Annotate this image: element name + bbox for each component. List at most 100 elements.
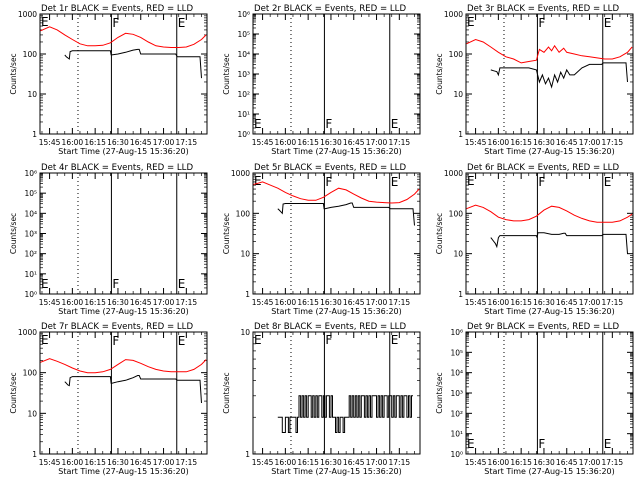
plot-frame bbox=[465, 13, 634, 135]
plot-frame bbox=[39, 331, 208, 455]
x-tick-label: 17:00 bbox=[153, 138, 175, 147]
x-tick-label: 16:15 bbox=[297, 138, 319, 147]
x-tick-label: 17:15 bbox=[389, 458, 411, 467]
y-tick-label: 10⁶ bbox=[237, 10, 250, 19]
x-tick-label: 16:30 bbox=[320, 138, 342, 147]
plot-frame bbox=[252, 331, 421, 455]
y-tick-label: 100 bbox=[449, 50, 464, 59]
panel-title: Det 9r BLACK = Events, RED = LLD bbox=[467, 322, 619, 332]
y-tick-label: 10 bbox=[453, 90, 463, 99]
y-tick-label: 10¹ bbox=[24, 270, 37, 279]
series-lld-line bbox=[40, 26, 207, 48]
x-tick-label: 16:15 bbox=[84, 138, 106, 147]
x-tick-label: 16:45 bbox=[343, 458, 365, 467]
event-label-start: E bbox=[467, 437, 475, 451]
y-tick-label: 10 bbox=[27, 409, 37, 418]
x-tick-label: 16:15 bbox=[84, 458, 106, 467]
panel-det-9r: Det 9r BLACK = Events, RED = LLD 10⁰ 10¹ 10… bbox=[435, 322, 634, 476]
x-tick-label: 17:15 bbox=[602, 298, 624, 307]
y-tick-label: 100 bbox=[23, 50, 38, 59]
event-label-end: E bbox=[178, 334, 186, 348]
x-tick-label: 15:45 bbox=[465, 298, 487, 307]
event-label-start: E bbox=[254, 117, 262, 131]
x-tick-label: 16:45 bbox=[130, 138, 152, 147]
plot-frame bbox=[39, 13, 208, 135]
y-tick-label: 1000 bbox=[18, 328, 37, 337]
y-tick-label: 10⁰ bbox=[450, 450, 463, 459]
y-tick-label: 1 bbox=[32, 450, 37, 459]
y-tick-label: 10³ bbox=[237, 70, 250, 79]
x-tick-label: 17:15 bbox=[602, 138, 624, 147]
x-tick-label: 16:15 bbox=[510, 458, 532, 467]
x-tick-label: 15:45 bbox=[252, 298, 274, 307]
event-label-flare: F bbox=[112, 16, 119, 30]
x-tick-label: 17:00 bbox=[579, 458, 601, 467]
event-label-flare: F bbox=[325, 117, 332, 131]
x-tick-label: 16:45 bbox=[343, 138, 365, 147]
x-tick-label: 15:45 bbox=[252, 138, 274, 147]
y-axis-label: Counts/sec bbox=[9, 213, 18, 254]
panel-det-7r: Det 7r BLACK = Events, RED = LLD 1 10 100 10… bbox=[9, 322, 208, 476]
plot-frame bbox=[465, 172, 634, 295]
event-label-end: E bbox=[178, 16, 186, 30]
x-tick-label: 17:00 bbox=[579, 138, 601, 147]
y-tick-label: 10⁵ bbox=[24, 189, 37, 198]
panel-det-8r: Det 8r BLACK = Events, RED = LLD 1 10 Count… bbox=[222, 322, 421, 476]
x-tick-label: 17:00 bbox=[366, 138, 388, 147]
x-tick-label: 16:15 bbox=[297, 458, 319, 467]
y-tick-label: 1 bbox=[245, 450, 250, 459]
y-tick-label: 10² bbox=[24, 250, 37, 259]
x-tick-label: 16:45 bbox=[556, 138, 578, 147]
x-tick-label: 15:45 bbox=[465, 458, 487, 467]
x-tick-label: 16:00 bbox=[62, 298, 84, 307]
x-tick-label: 16:00 bbox=[275, 298, 297, 307]
panel-det-1r: Det 1r BLACK = Events, RED = LLD 1 10 100 10… bbox=[9, 4, 208, 156]
y-tick-label: 100 bbox=[23, 369, 38, 378]
event-label-end: E bbox=[391, 175, 399, 189]
series-lld-line bbox=[253, 181, 420, 204]
x-tick-label: 16:30 bbox=[320, 458, 342, 467]
series-events-line bbox=[490, 232, 628, 254]
x-axis-label: Start Time (27-Aug-15 15:36:20) bbox=[271, 147, 402, 156]
panel-title: Det 3r BLACK = Events, RED = LLD bbox=[467, 4, 619, 14]
x-tick-label: 17:00 bbox=[579, 298, 601, 307]
x-axis-label: Start Time (27-Aug-15 15:36:20) bbox=[58, 307, 189, 316]
x-tick-label: 16:00 bbox=[488, 298, 510, 307]
event-label-start: E bbox=[254, 174, 262, 188]
panel-title: Det 6r BLACK = Events, RED = LLD bbox=[467, 163, 619, 173]
x-tick-label: 17:15 bbox=[176, 138, 198, 147]
y-tick-label: 1000 bbox=[444, 169, 463, 178]
x-tick-label: 16:30 bbox=[107, 458, 129, 467]
panel-det-2r: Det 2r BLACK = Events, RED = LLD 10⁰ 10¹ 10… bbox=[222, 4, 421, 156]
y-tick-label: 10 bbox=[240, 250, 250, 259]
x-axis-label: Start Time (27-Aug-15 15:36:20) bbox=[484, 147, 615, 156]
y-tick-label: 1000 bbox=[444, 10, 463, 19]
event-label-start: E bbox=[467, 174, 475, 188]
y-axis-label: Counts/sec bbox=[222, 53, 231, 94]
x-tick-label: 16:45 bbox=[556, 298, 578, 307]
x-tick-label: 16:30 bbox=[533, 458, 555, 467]
plot-frame bbox=[465, 331, 634, 455]
y-tick-label: 10⁶ bbox=[24, 169, 37, 178]
x-tick-label: 15:45 bbox=[39, 298, 61, 307]
event-label-end: E bbox=[391, 333, 399, 347]
x-tick-label: 16:00 bbox=[275, 458, 297, 467]
x-tick-label: 16:45 bbox=[343, 298, 365, 307]
x-tick-label: 16:15 bbox=[510, 138, 532, 147]
y-tick-label: 1000 bbox=[18, 10, 37, 19]
x-tick-label: 16:30 bbox=[107, 138, 129, 147]
y-tick-label: 10⁰ bbox=[24, 290, 37, 299]
x-tick-label: 16:00 bbox=[488, 458, 510, 467]
x-tick-label: 15:45 bbox=[465, 138, 487, 147]
panel-title: Det 1r BLACK = Events, RED = LLD bbox=[41, 4, 193, 14]
x-tick-label: 17:15 bbox=[602, 458, 624, 467]
y-tick-label: 10⁶ bbox=[450, 328, 463, 337]
series-events-line bbox=[64, 375, 202, 404]
event-label-flare: F bbox=[538, 175, 545, 189]
x-tick-label: 17:15 bbox=[389, 298, 411, 307]
x-tick-label: 16:15 bbox=[84, 298, 106, 307]
y-tick-label: 100 bbox=[449, 209, 464, 218]
y-tick-label: 10⁴ bbox=[237, 50, 250, 59]
x-tick-label: 16:00 bbox=[62, 458, 84, 467]
